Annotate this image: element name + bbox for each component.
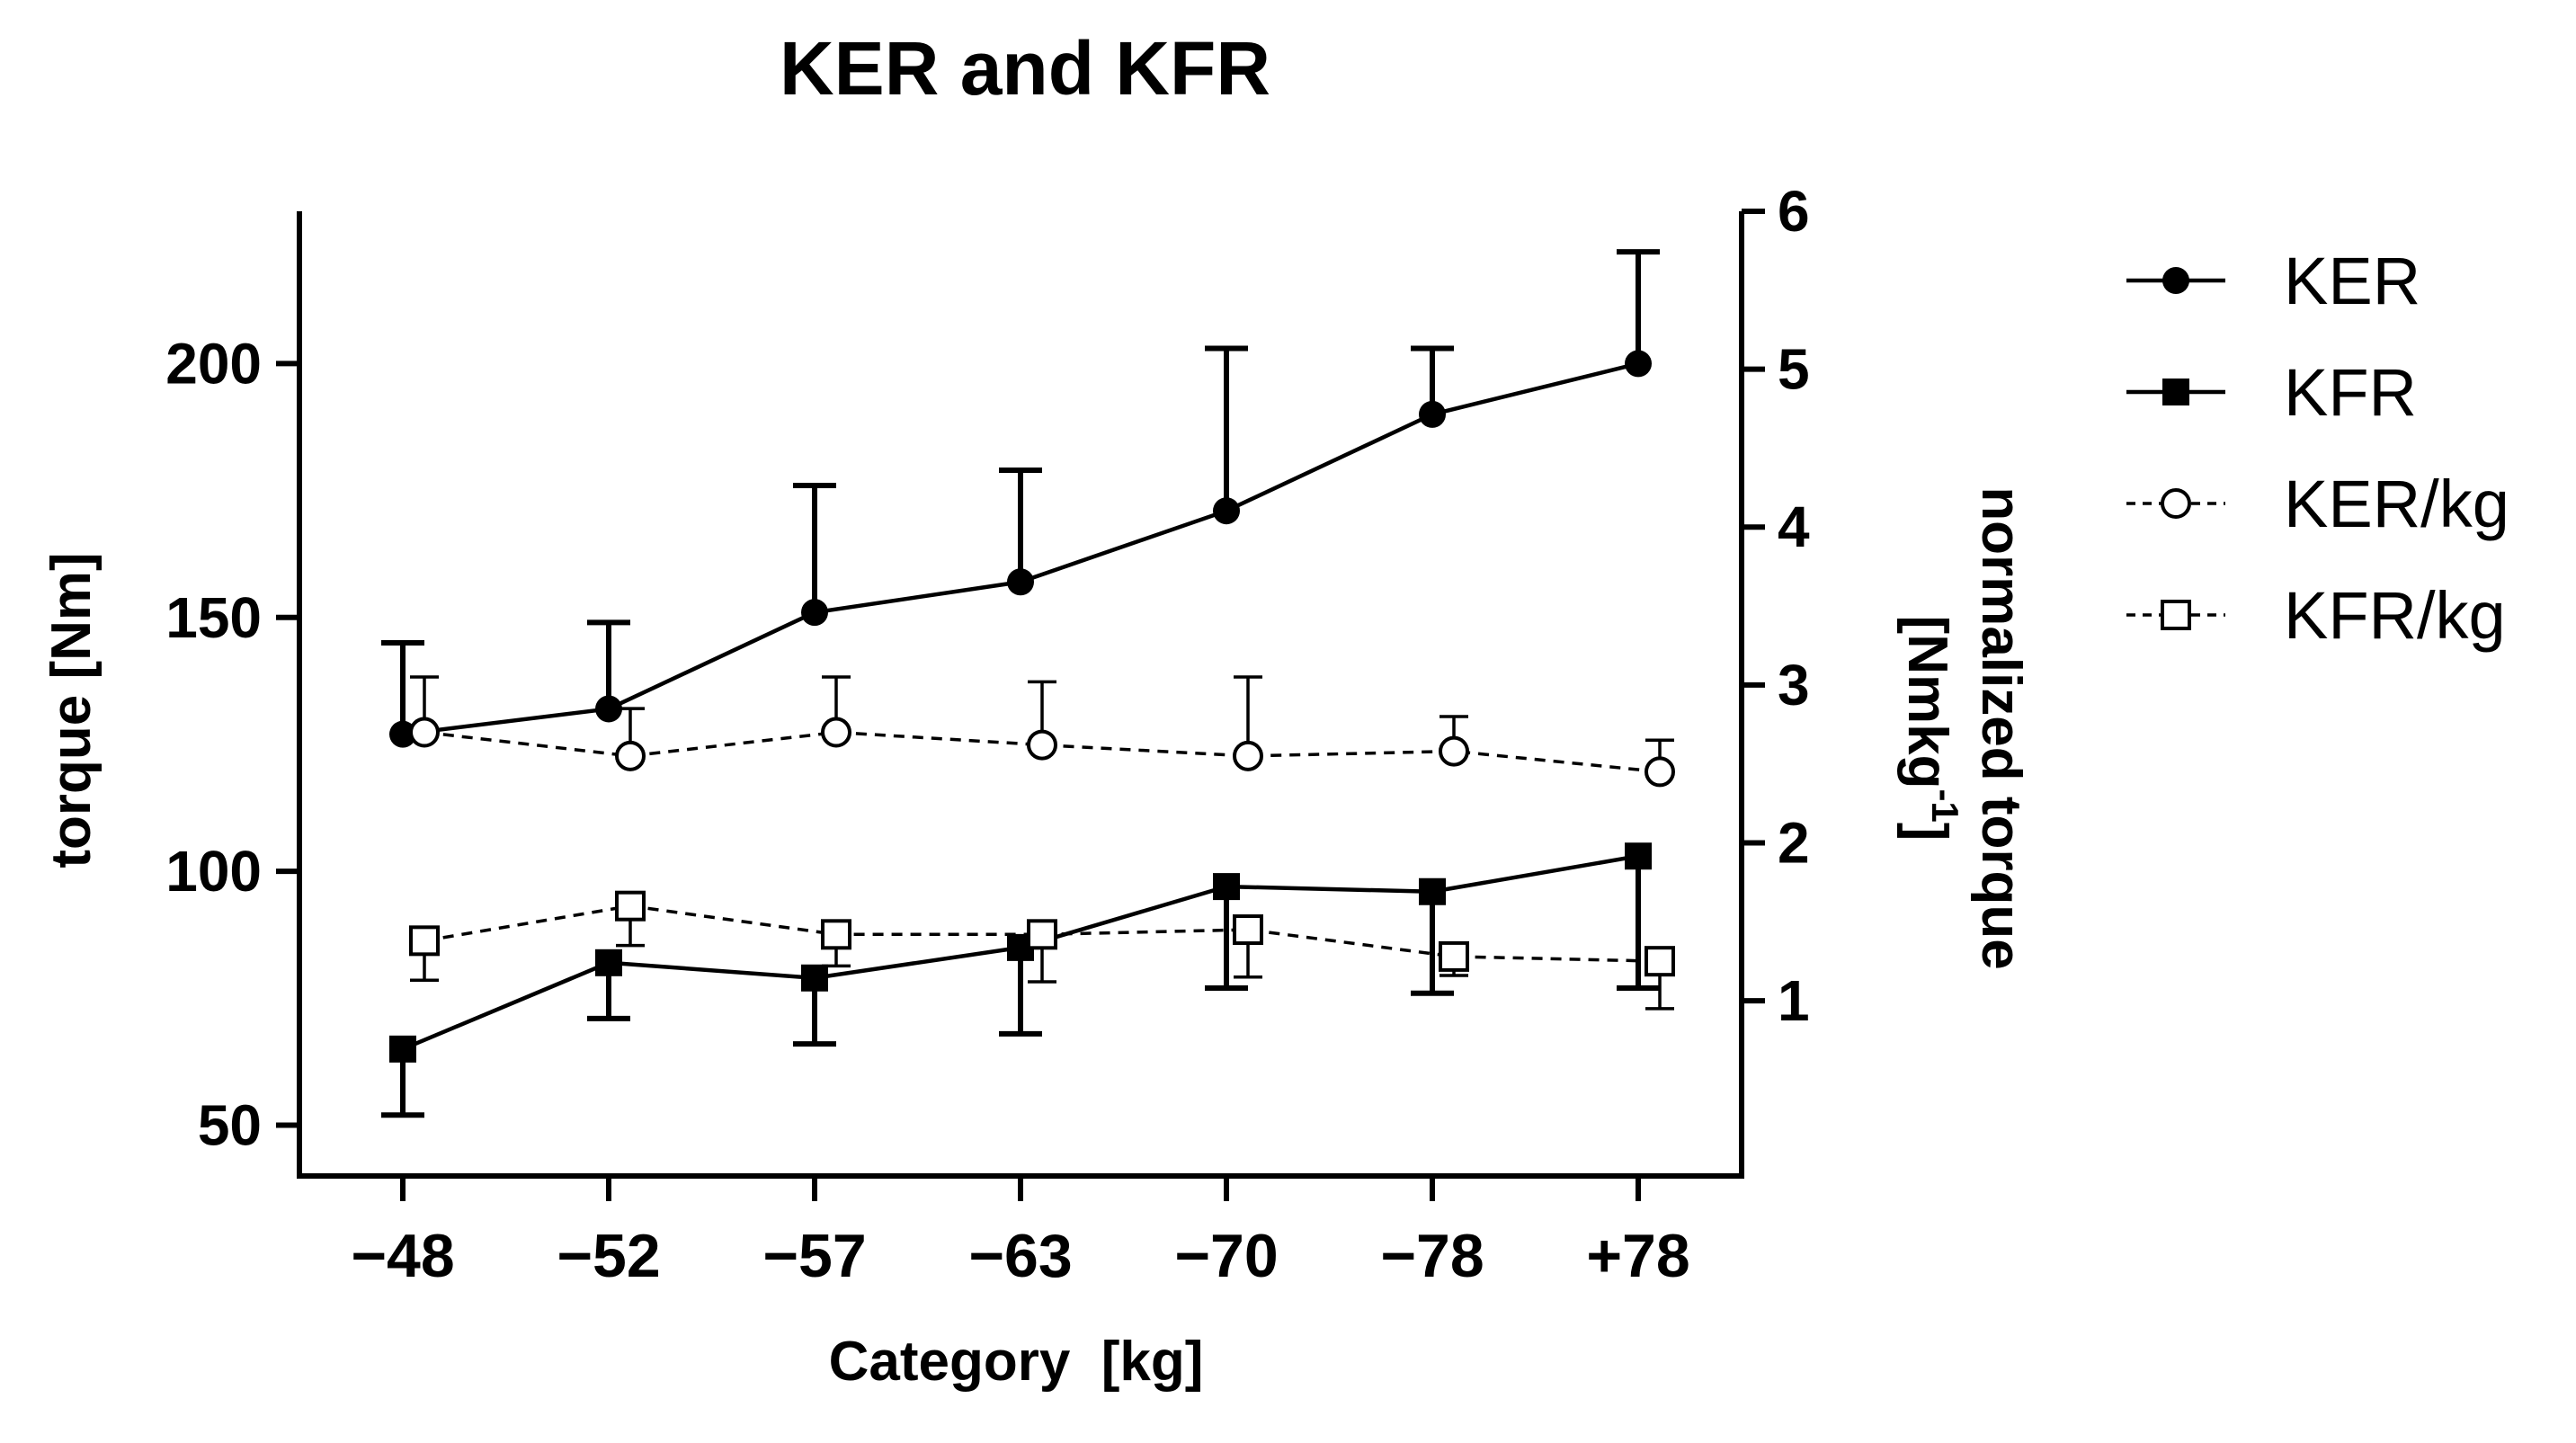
data-point-kfr-per-kg	[615, 890, 646, 922]
x-tick-label: −48	[351, 1222, 454, 1290]
legend-label-kfr-per-kg: KFR/kg	[2284, 578, 2506, 653]
y2-axis-label-sup: -1	[1924, 788, 1966, 822]
y-axis-label: torque [Nm]	[40, 552, 103, 868]
data-point-kfr-per-kg	[1233, 914, 1263, 946]
y2-axis-label-unit: [Nmkg	[1896, 616, 1958, 789]
x-tick-label: −78	[1380, 1222, 1484, 1290]
data-point-ker	[1213, 497, 1240, 525]
data-point-ker-per-kg	[1439, 735, 1469, 767]
legend-marker-ker-per-kg	[2161, 488, 2191, 519]
y2-axis-label-line1: normalized torque	[1970, 486, 2032, 969]
y2-axis-label-close: ]	[1896, 823, 1958, 842]
data-point-kfr	[1419, 877, 1446, 905]
legend-item-ker-per-kg: KER/kg	[2126, 467, 2509, 541]
legend-item-kfr-per-kg: KFR/kg	[2126, 578, 2506, 653]
data-point-kfr-per-kg	[1645, 946, 1675, 977]
data-point-ker	[1419, 400, 1446, 428]
data-point-kfr-per-kg	[409, 925, 440, 957]
legend-item-ker: KER	[2126, 244, 2420, 318]
data-point-ker	[801, 599, 828, 627]
y2-tick-label: 4	[1778, 494, 1810, 559]
y2-tick-label: 5	[1778, 337, 1810, 402]
data-point-kfr-per-kg	[1439, 940, 1469, 972]
y2-tick-label: 6	[1778, 179, 1810, 244]
data-point-ker-per-kg	[1027, 729, 1057, 761]
data-point-ker-per-kg	[1233, 740, 1263, 771]
data-point-kfr	[1213, 873, 1240, 901]
data-point-ker	[389, 720, 416, 748]
x-tick-label: −70	[1174, 1222, 1278, 1290]
data-point-kfr-per-kg	[1027, 919, 1057, 950]
legend-marker-kfr	[2162, 379, 2189, 405]
data-point-ker-per-kg	[409, 717, 440, 748]
x-tick-label: −63	[968, 1222, 1072, 1290]
data-point-ker-per-kg	[821, 717, 851, 748]
x-tick-label: +78	[1586, 1222, 1689, 1290]
data-point-ker-per-kg	[1645, 756, 1675, 788]
data-point-ker	[1007, 568, 1034, 596]
y2-tick-label: 3	[1778, 653, 1810, 717]
data-point-kfr	[1625, 842, 1652, 870]
chart-title: KER and KFR	[780, 26, 1270, 111]
data-point-kfr-per-kg	[821, 919, 851, 950]
data-point-ker	[595, 695, 622, 723]
legend-label-ker-per-kg: KER/kg	[2284, 467, 2509, 541]
y2-axis-label-line2: [Nmkg-1]	[1896, 616, 1966, 842]
legend-label-kfr: KFR	[2284, 355, 2417, 430]
data-point-ker	[1625, 350, 1652, 378]
data-point-kfr	[801, 964, 828, 992]
y2-tick-label: 2	[1778, 810, 1810, 875]
legend-marker-ker	[2162, 267, 2189, 294]
y2-tick-label: 1	[1778, 968, 1810, 1033]
legend-marker-kfr-per-kg	[2161, 600, 2191, 630]
y-tick-label: 50	[198, 1093, 262, 1158]
data-point-kfr	[595, 949, 622, 976]
data-point-ker-per-kg	[615, 740, 646, 771]
legend-item-kfr: KFR	[2126, 355, 2417, 430]
data-point-kfr	[389, 1035, 416, 1063]
legend-label-ker: KER	[2284, 244, 2420, 318]
x-tick-label: −52	[557, 1222, 660, 1290]
y2-axis-label: normalized torque [Nmkg-1]	[1896, 486, 2032, 969]
y-tick-label: 100	[165, 839, 262, 904]
x-axis-label: Category [kg]	[829, 1331, 1204, 1393]
y-tick-label: 200	[165, 331, 262, 396]
x-tick-label: −57	[762, 1222, 866, 1290]
y-tick-label: 150	[165, 585, 262, 650]
